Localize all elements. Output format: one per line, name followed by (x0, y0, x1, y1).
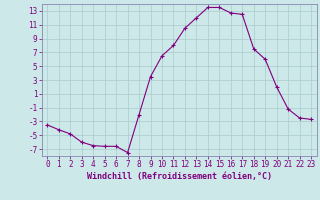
X-axis label: Windchill (Refroidissement éolien,°C): Windchill (Refroidissement éolien,°C) (87, 172, 272, 181)
